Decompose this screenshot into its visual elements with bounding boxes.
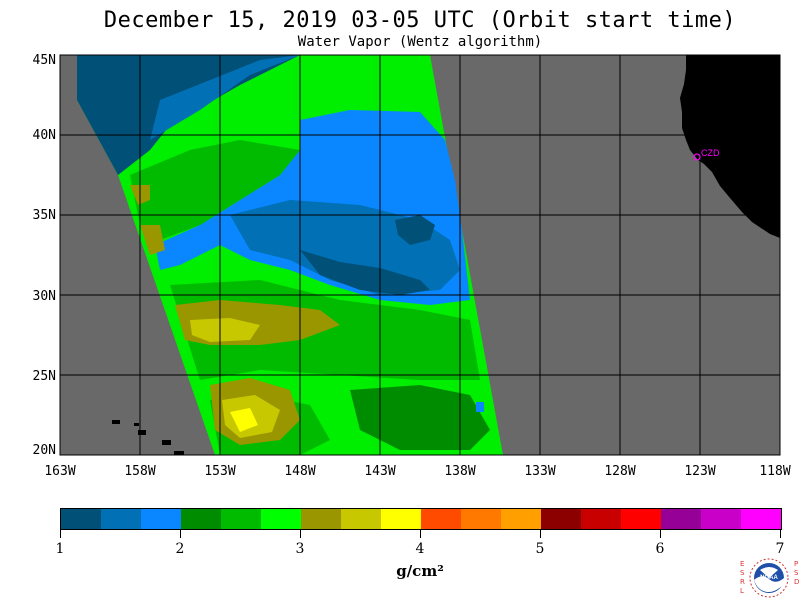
page-title: December 15, 2019 03-05 UTC (Orbit start… <box>103 8 737 33</box>
colorbar-label-1: 1 <box>55 541 65 557</box>
land-island-4 <box>162 440 171 445</box>
colorbar-segment-7 <box>341 509 381 529</box>
colorbar-segment-2 <box>141 509 181 529</box>
swath-region-mid-blue-nw <box>150 55 300 140</box>
swath-region-dark-green <box>350 385 490 450</box>
lon-label-153w: 153W <box>204 464 236 479</box>
land-island-3 <box>138 430 146 435</box>
colorbar-label-3: 3 <box>295 541 305 557</box>
colorbar-segment-4 <box>221 509 261 529</box>
colorbar-segment-15 <box>661 509 701 529</box>
colorbar-tick-6 <box>780 530 781 538</box>
lon-label-128w: 128W <box>604 464 636 479</box>
colorbar <box>60 508 782 530</box>
lon-label-138w: 138W <box>444 464 476 479</box>
lon-label-143w: 143W <box>364 464 396 479</box>
colorbar-segment-0 <box>61 509 101 529</box>
land-island-1 <box>112 420 120 424</box>
colorbar-label-4: 4 <box>415 541 425 557</box>
lat-label-45n: 45N <box>32 53 56 68</box>
station-icon <box>693 153 701 161</box>
lat-label-40n: 40N <box>32 128 56 143</box>
colorbar-label-2: 2 <box>175 541 185 557</box>
lat-label-20n: 20N <box>32 443 56 458</box>
colorbar-segment-10 <box>461 509 501 529</box>
logo-name: NOAA <box>760 575 778 581</box>
satellite-swath <box>77 55 503 455</box>
colorbar-tick-1 <box>180 530 181 538</box>
land-island-5 <box>174 451 184 455</box>
station-label: CZD <box>701 148 720 158</box>
colorbar-segment-14 <box>621 509 661 529</box>
swath-region-blue-dot <box>476 402 484 412</box>
lon-label-148w: 148W <box>284 464 316 479</box>
lat-label-25n: 25N <box>32 369 56 384</box>
colorbar-tick-4 <box>540 530 541 538</box>
station-marker: CZD <box>693 148 720 161</box>
colorbar-tick-2 <box>300 530 301 538</box>
map-grid <box>60 55 780 455</box>
colorbar-segment-16 <box>701 509 741 529</box>
colorbar-segment-13 <box>581 509 621 529</box>
swath-region-dark-blue-patch <box>395 215 435 245</box>
page-subtitle: Water Vapor (Wentz algorithm) <box>297 34 543 50</box>
colorbar-tick-3 <box>420 530 421 538</box>
colorbar-segment-17 <box>741 509 781 529</box>
colorbar-segment-8 <box>381 509 421 529</box>
lon-label-123w: 123W <box>684 464 716 479</box>
swath-region-yellow-olive-1 <box>190 318 260 342</box>
land-california <box>680 55 780 238</box>
lon-label-118w: 118W <box>759 464 791 479</box>
swath-region-olive-2 <box>140 225 165 255</box>
colorbar-segment-3 <box>181 509 221 529</box>
swath-region-dark-blue <box>77 55 300 175</box>
lon-label-133w: 133W <box>524 464 556 479</box>
colorbar-label-6: 6 <box>655 541 665 557</box>
colorbar-tick-5 <box>660 530 661 538</box>
colorbar-label-5: 5 <box>535 541 545 557</box>
map-border <box>59 54 781 456</box>
swath-region-dark-blue-band <box>300 250 430 295</box>
colorbar-segment-11 <box>501 509 541 529</box>
lon-label-163w: 163W <box>44 464 76 479</box>
noaa-emblem-icon: NOAA <box>749 558 789 598</box>
colorbar-segment-5 <box>261 509 301 529</box>
colorbar-segment-12 <box>541 509 581 529</box>
colorbar-units: g/cm² <box>396 562 444 580</box>
colorbar-segment-1 <box>101 509 141 529</box>
colorbar-segment-6 <box>301 509 341 529</box>
colorbar-segment-9 <box>421 509 461 529</box>
colorbar-label-7: 7 <box>775 541 785 557</box>
swath-region-yellow <box>230 408 258 432</box>
lon-label-158w: 158W <box>124 464 156 479</box>
lat-label-35n: 35N <box>32 208 56 223</box>
land-island-2 <box>134 423 139 426</box>
lat-label-30n: 30N <box>32 289 56 304</box>
colorbar-tick-0 <box>60 530 61 538</box>
